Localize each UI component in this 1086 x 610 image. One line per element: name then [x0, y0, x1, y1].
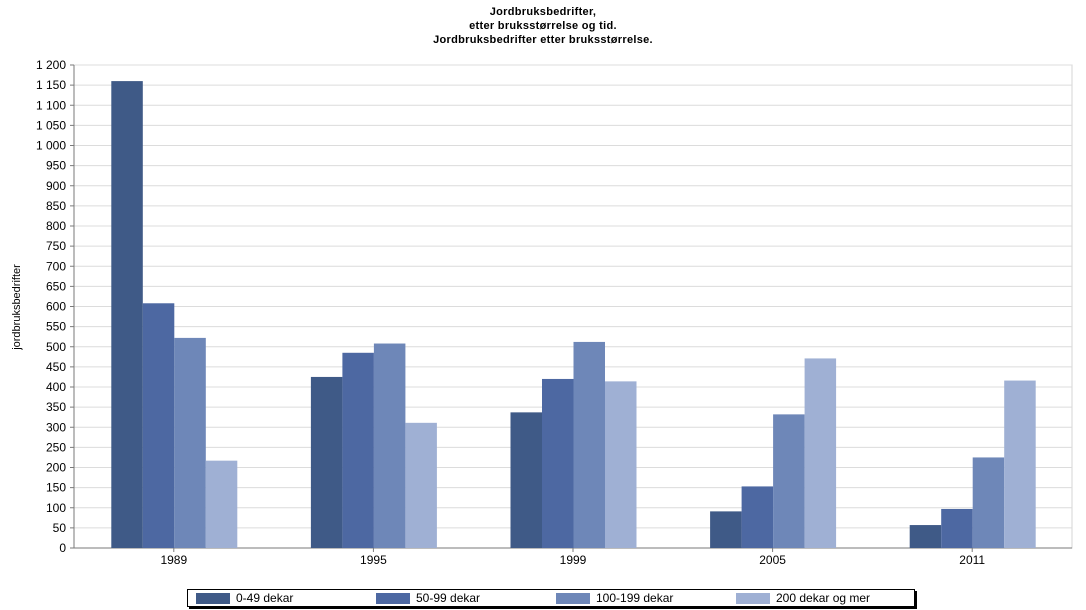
- y-tick-label: 400: [46, 380, 66, 394]
- bar-2005-series-0: [710, 511, 742, 548]
- y-tick-label: 150: [46, 481, 66, 495]
- bar-2011-series-0: [909, 525, 942, 548]
- bar-1995-series-3: [405, 422, 437, 548]
- legend-label: 50-99 dekar: [416, 591, 481, 605]
- y-tick-label: 450: [46, 360, 66, 374]
- bar-2005-series-3: [804, 358, 837, 548]
- legend-item: 50-99 dekar: [368, 591, 548, 605]
- bar-1995-series-2: [373, 343, 406, 548]
- bar-1999-series-3: [605, 381, 637, 548]
- legend-swatch: [556, 592, 590, 604]
- bar-1989-series-0: [111, 81, 143, 548]
- chart-title-line-1: Jordbruksbedrifter,: [489, 6, 597, 18]
- bar-1999-series-0: [510, 412, 542, 548]
- x-tick-label: 2005: [759, 553, 786, 567]
- y-tick-label: 1 150: [36, 78, 66, 92]
- x-tick-label: 1999: [560, 553, 587, 567]
- y-tick-label: 500: [46, 340, 66, 354]
- bar-chart: jordbruksbedrifter 0 50 100 150 200 250 300 350…: [11, 58, 1073, 567]
- y-tick-label: 600: [46, 300, 66, 314]
- y-tick-label: 950: [46, 159, 66, 173]
- legend-swatch: [736, 592, 770, 604]
- bar-2011-series-1: [941, 508, 973, 548]
- bar-2005-series-2: [773, 414, 805, 548]
- y-tick-label: 1 200: [36, 58, 66, 72]
- x-tick-label: 1989: [160, 553, 187, 567]
- y-tick-label: 350: [46, 400, 66, 414]
- legend-label: 0-49 dekar: [236, 591, 294, 605]
- y-axis-label: jordbruksbedrifter: [11, 264, 23, 351]
- chart-legend: 0-49 dekar 50-99 dekar 100-199 dekar 200…: [187, 589, 915, 607]
- bar-1999-series-2: [573, 341, 605, 548]
- y-tick-label: 1 050: [36, 118, 66, 132]
- y-tick-label: 900: [46, 179, 66, 193]
- chart-title-line-3: Jordbruksbedrifter etter bruksstørrelse.: [433, 34, 653, 46]
- legend-item: 0-49 dekar: [188, 591, 368, 605]
- y-tick-label: 850: [46, 199, 66, 213]
- legend-item: 200 dekar og mer: [728, 591, 908, 605]
- legend-label: 200 dekar og mer: [776, 591, 871, 605]
- bar-1989-series-3: [205, 460, 238, 548]
- chart-title-line-2: etter bruksstørrelse og tid.: [469, 20, 617, 32]
- y-tick-label: 550: [46, 320, 66, 334]
- bar-1995-series-0: [310, 376, 343, 548]
- x-tick-label: 1995: [360, 553, 387, 567]
- y-tick-label: 650: [46, 279, 66, 293]
- legend-swatch: [196, 592, 230, 604]
- legend-label: 100-199 dekar: [596, 591, 674, 605]
- bar-2011-series-3: [1004, 380, 1036, 548]
- y-tick-label: 250: [46, 440, 66, 454]
- bar-1999-series-1: [542, 378, 574, 548]
- y-tick-label: 1 000: [36, 139, 66, 153]
- y-tick-label: 50: [53, 521, 67, 535]
- bar-1989-series-2: [174, 337, 206, 548]
- chart-title: Jordbruksbedrifter, etter bruksstørrelse…: [0, 5, 1086, 47]
- y-tick-label: 100: [46, 501, 66, 515]
- y-tick-label: 300: [46, 420, 66, 434]
- x-tick-label: 2011: [959, 553, 985, 567]
- y-tick-label: 0: [59, 541, 66, 555]
- bar-2005-series-1: [741, 486, 774, 548]
- y-tick-label: 1 100: [36, 98, 66, 112]
- y-tick-label: 700: [46, 259, 66, 273]
- bar-1995-series-1: [342, 352, 374, 548]
- legend-item: 100-199 dekar: [548, 591, 728, 605]
- bar-2011-series-2: [972, 457, 1005, 548]
- legend-swatch: [376, 592, 410, 604]
- y-tick-label: 800: [46, 219, 66, 233]
- y-tick-label: 200: [46, 461, 66, 475]
- y-tick-label: 750: [46, 239, 66, 253]
- bar-1989-series-1: [142, 303, 175, 548]
